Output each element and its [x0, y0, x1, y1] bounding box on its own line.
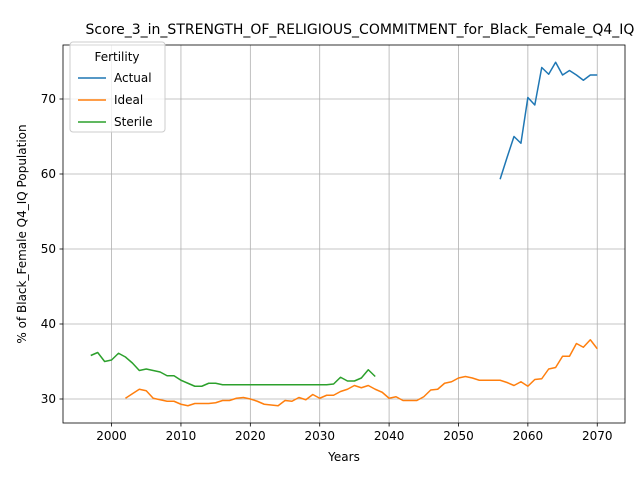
x-tick-label: 2070	[582, 429, 613, 443]
legend: Fertility Actual Ideal Sterile	[69, 41, 166, 133]
series-line-sterile	[90, 351, 376, 387]
legend-label-actual: Actual	[114, 71, 152, 85]
y-tick-label: 60	[41, 167, 56, 181]
legend-label-sterile: Sterile	[114, 115, 153, 129]
x-axis-title: Years	[327, 450, 360, 464]
y-tick-label: 40	[41, 317, 56, 331]
x-tick-label: 2060	[513, 429, 544, 443]
series-lines	[90, 61, 598, 407]
x-tick-label: 2050	[443, 429, 474, 443]
series-line-actual	[499, 61, 598, 180]
y-tick-label: 70	[41, 92, 56, 106]
x-axis-ticks: 2000 2010 2020 2030 2040 2050 2060 2070	[96, 423, 613, 443]
x-tick-label: 2000	[96, 429, 127, 443]
y-tick-label: 50	[41, 242, 56, 256]
x-tick-label: 2030	[304, 429, 335, 443]
chart-title: Score_3_in_STRENGTH_OF_RELIGIOUS_COMMITM…	[86, 22, 635, 38]
legend-label-ideal: Ideal	[114, 93, 143, 107]
legend-title: Fertility	[94, 50, 139, 64]
y-axis-ticks: 30 40 50 60 70	[41, 92, 63, 406]
x-tick-label: 2040	[374, 429, 405, 443]
x-tick-label: 2020	[235, 429, 266, 443]
legend-frame	[69, 41, 166, 133]
y-tick-label: 30	[41, 392, 56, 406]
x-tick-label: 2010	[166, 429, 197, 443]
plot-area-frame	[62, 44, 626, 424]
series-line-ideal	[125, 339, 598, 407]
y-axis-title: % of Black_Female Q4_IQ Population	[15, 124, 29, 343]
